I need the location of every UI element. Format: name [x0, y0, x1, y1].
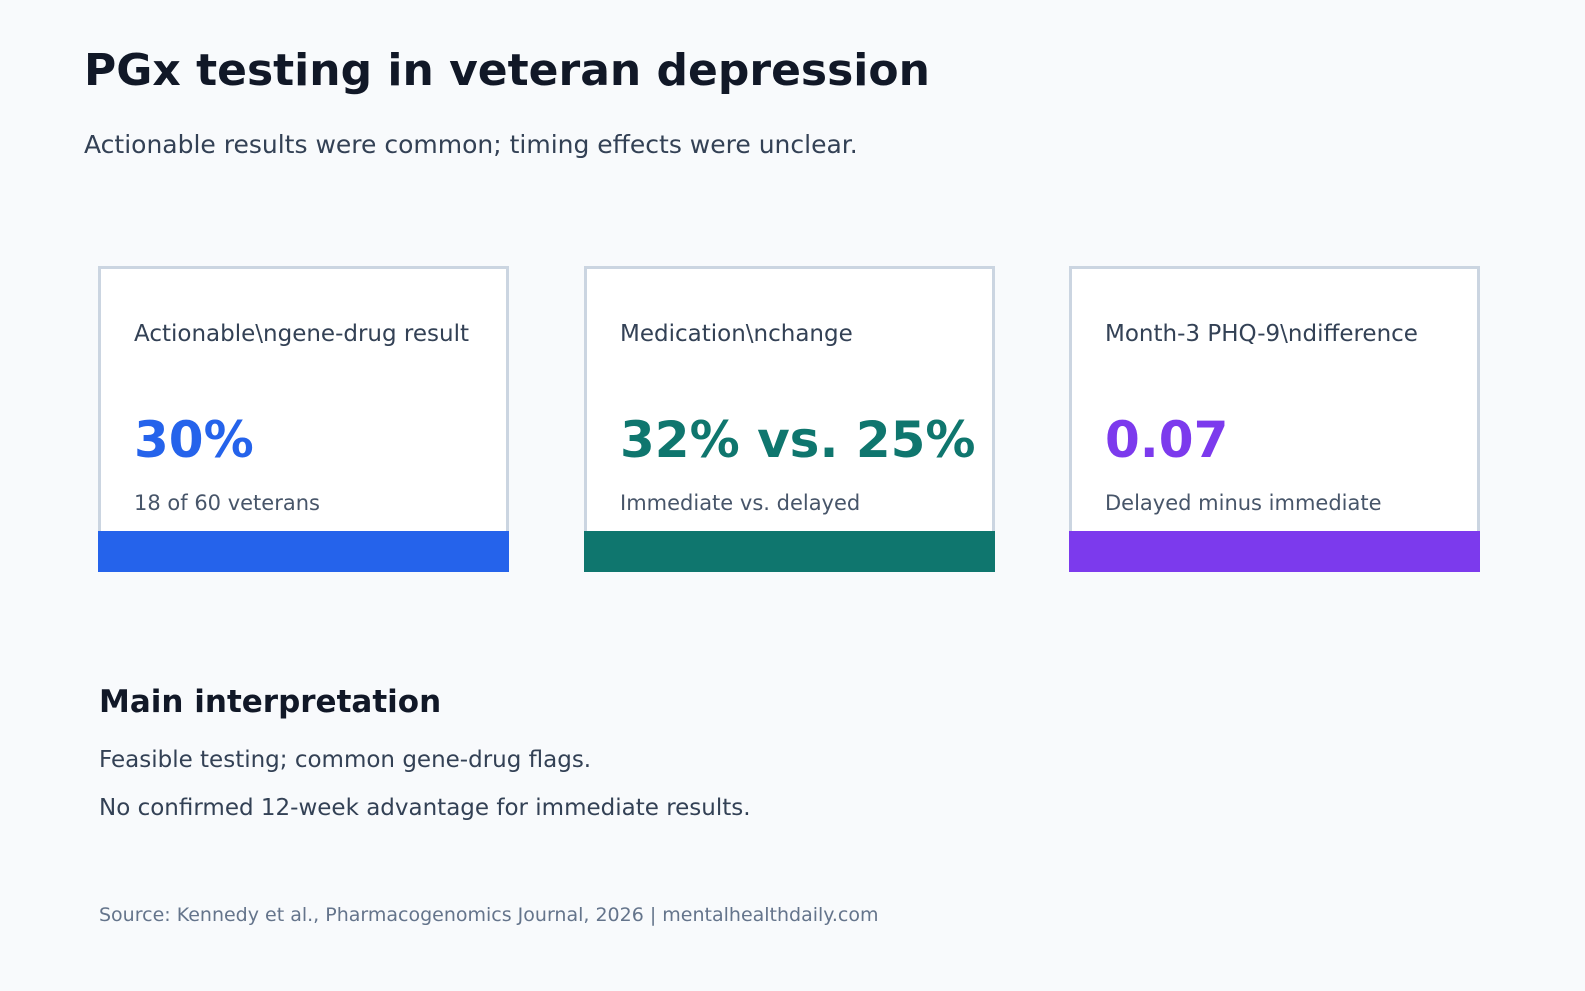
page-subtitle: Actionable results were common; timing e…: [84, 130, 858, 159]
stat-card-value: 32% vs. 25%: [620, 411, 976, 469]
stat-card-actionable-result: Actionable\ngene-drug result 30% 18 of 6…: [98, 266, 509, 572]
stat-card-note: Immediate vs. delayed: [620, 491, 861, 515]
stat-card-accent-bar: [98, 531, 509, 572]
interpretation-heading: Main interpretation: [99, 684, 442, 720]
stat-card-label: Actionable\ngene-drug result: [134, 321, 469, 347]
stat-card-label: Medication\nchange: [620, 321, 853, 347]
stat-card-phq9-difference: Month-3 PHQ-9\ndifference 0.07 Delayed m…: [1069, 266, 1480, 572]
interpretation-line: No confirmed 12-week advantage for immed…: [99, 795, 751, 821]
source-citation: Source: Kennedy et al., Pharmacogenomics…: [99, 904, 879, 926]
stat-card-accent-bar: [1069, 531, 1480, 572]
stat-card-label: Month-3 PHQ-9\ndifference: [1105, 321, 1418, 347]
stat-card-value: 30%: [134, 411, 254, 469]
stat-card-medication-change: Medication\nchange 32% vs. 25% Immediate…: [584, 266, 995, 572]
stat-card-note: Delayed minus immediate: [1105, 491, 1382, 515]
stat-card-value: 0.07: [1105, 411, 1229, 469]
stat-card-accent-bar: [584, 531, 995, 572]
stat-card-note: 18 of 60 veterans: [134, 491, 320, 515]
page-title: PGx testing in veteran depression: [84, 45, 930, 96]
interpretation-line: Feasible testing; common gene-drug flags…: [99, 747, 592, 773]
